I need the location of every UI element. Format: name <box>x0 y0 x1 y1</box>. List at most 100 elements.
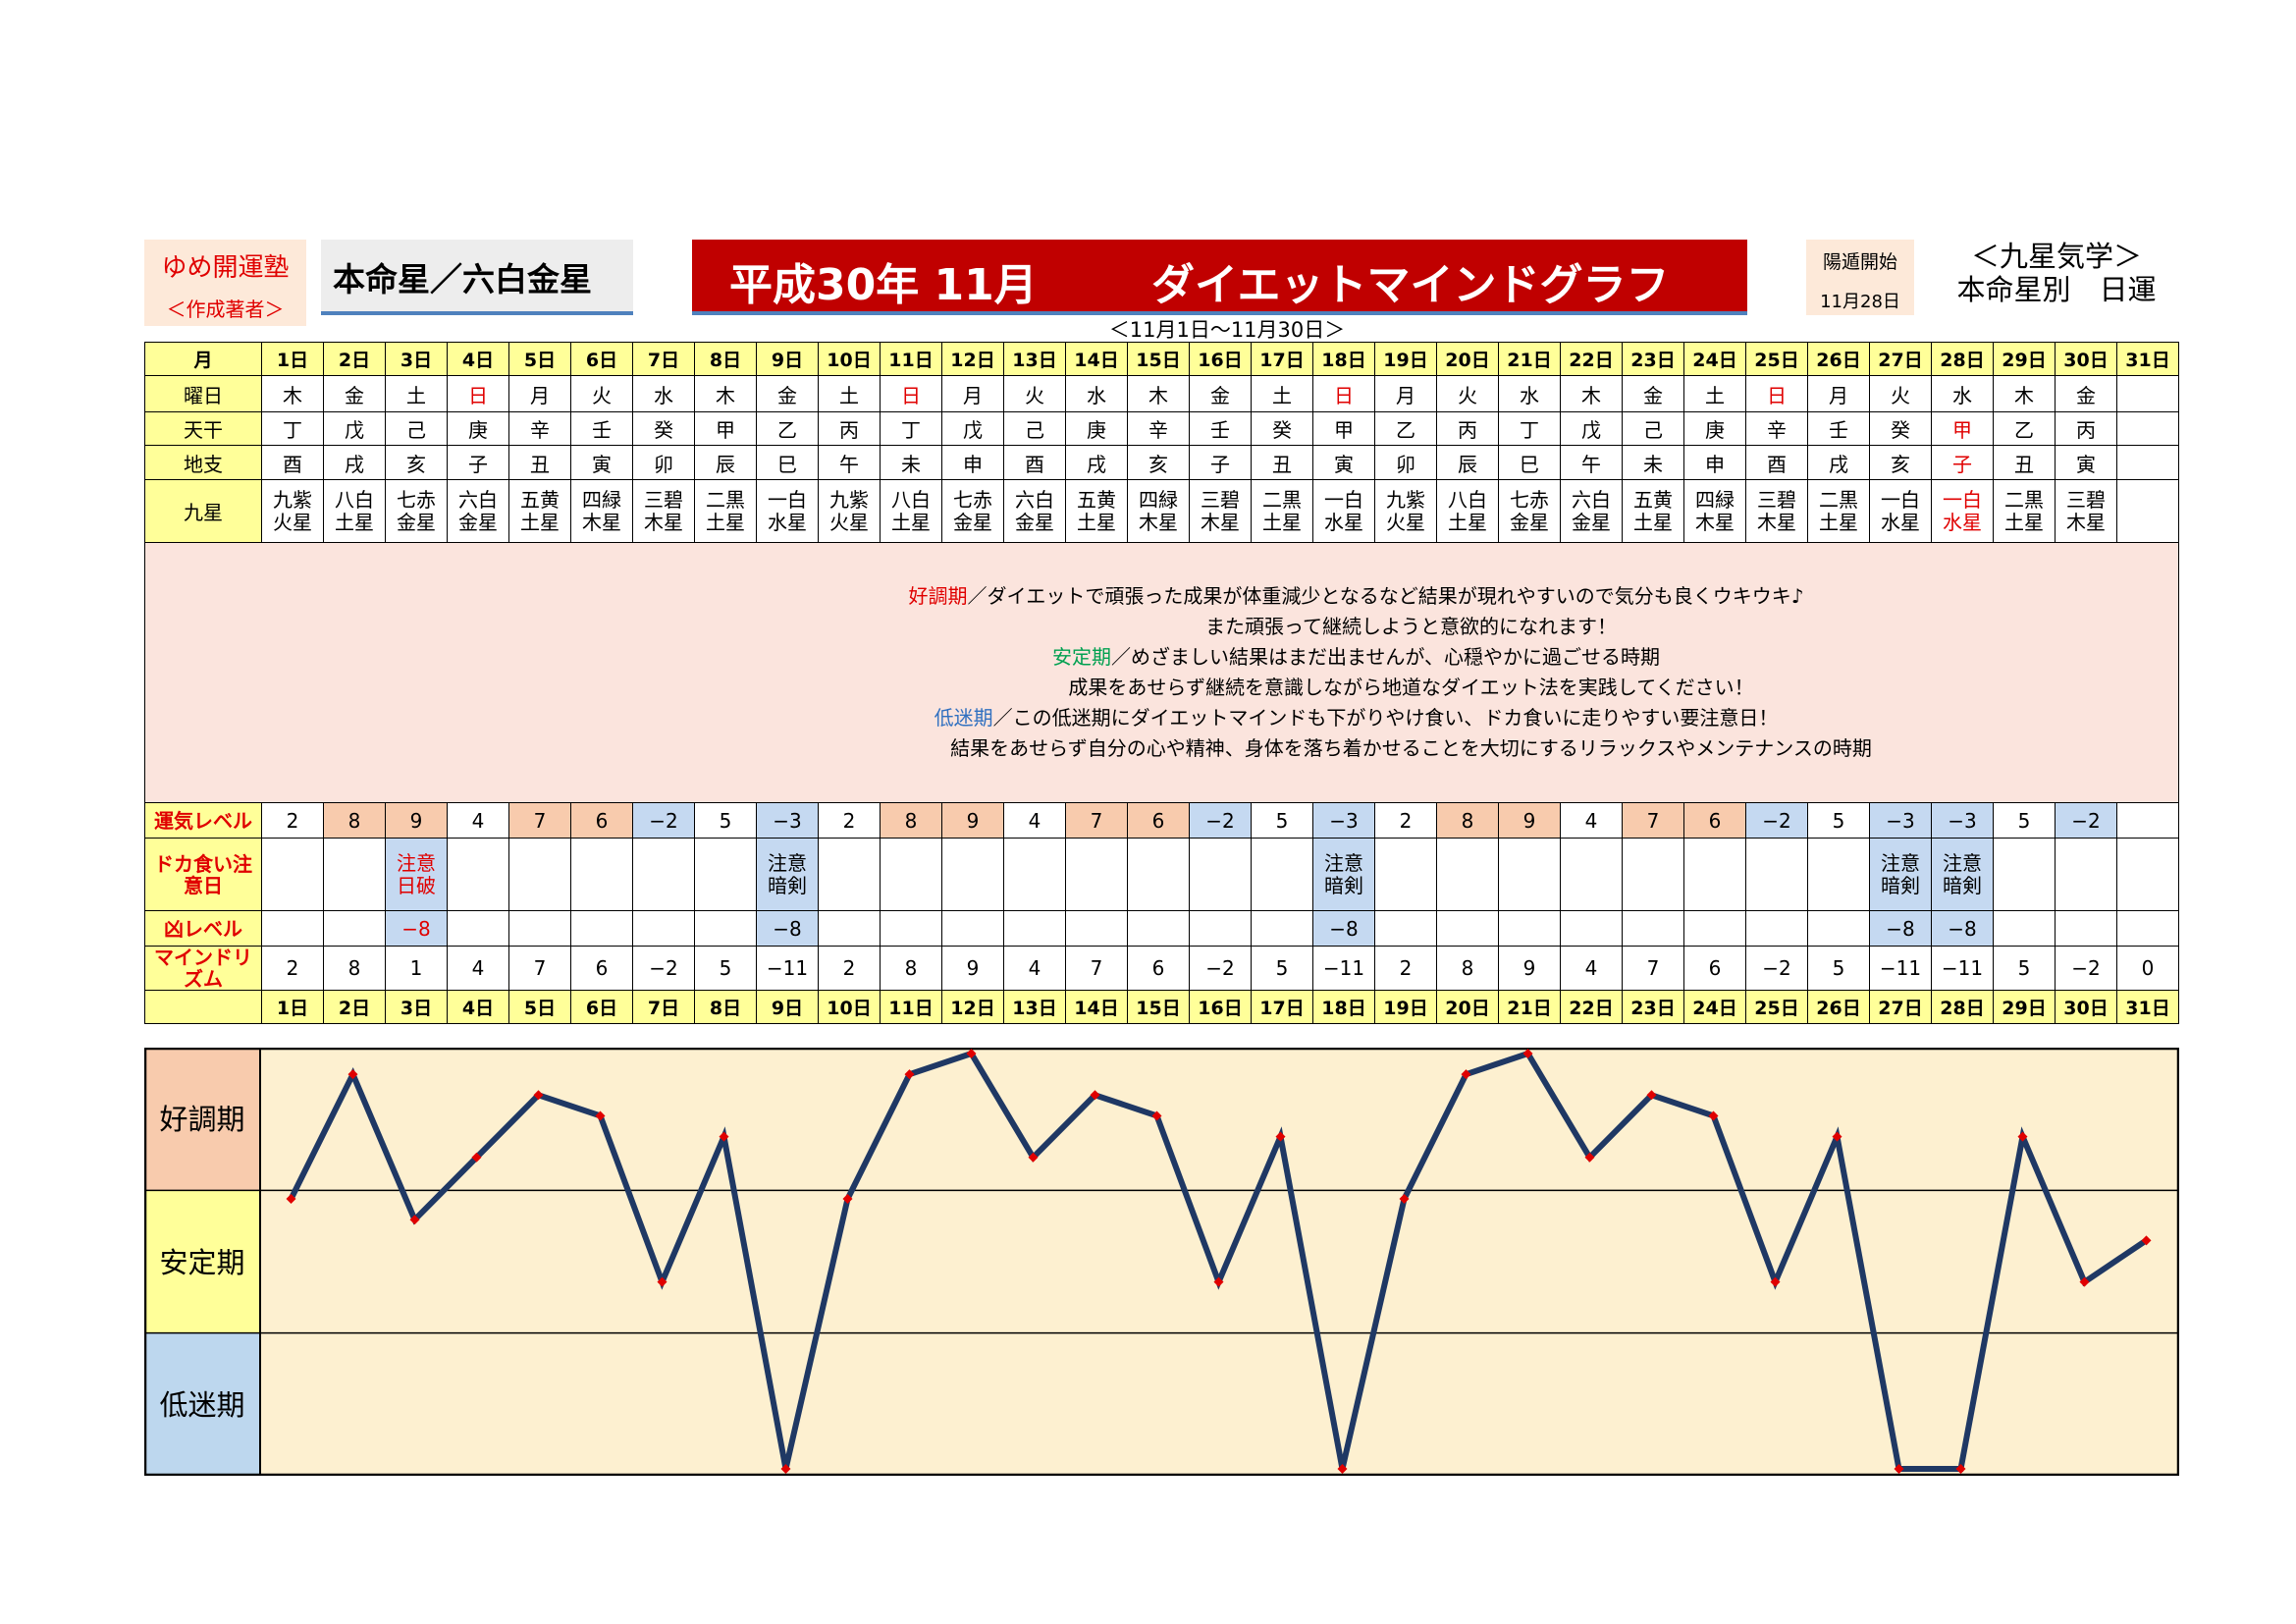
day-footer: 22日 <box>1560 990 1623 1024</box>
weekday-cell: 土 <box>818 375 881 412</box>
doka-cell <box>1498 838 1561 911</box>
kyusei-star: 九紫 <box>273 487 312 512</box>
yoton-box: 陽遁開始 11月28日 <box>1806 240 1914 315</box>
low-period-text-2: 結果をあせらず自分の心や精神、身体を落ち着かせることを大切にするリラックスやメン… <box>950 736 1872 760</box>
kyusei-title: ＜九星気学＞ <box>1970 240 2142 273</box>
kyusei-cell: 六白 金星 <box>447 479 509 543</box>
day-header: 12日 <box>941 342 1004 376</box>
kyusei-cell: 二黒 土星 <box>694 479 757 543</box>
kyusei-element: 水星 <box>1943 510 1982 534</box>
kyusei-cell <box>2116 479 2179 543</box>
data-point <box>842 1194 853 1205</box>
tenkan-cell: 辛 <box>508 411 571 446</box>
kyusei-cell: 八白 土星 <box>1436 479 1499 543</box>
doka-cell <box>1993 838 2056 911</box>
weekday-cell: 水 <box>1498 375 1561 412</box>
day-footer: 18日 <box>1312 990 1375 1024</box>
kyo-level-cell <box>1251 910 1313 947</box>
row-label-doka: ドカ食い注意日 <box>144 838 262 911</box>
luck-level-cell: 5 <box>1807 802 1870 839</box>
kyusei-star: 一白 <box>1324 487 1363 512</box>
luck-level-cell: 5 <box>1993 802 2056 839</box>
day-footer: 26日 <box>1807 990 1870 1024</box>
luck-level-cell: 9 <box>1498 802 1561 839</box>
chishi-cell <box>2116 445 2179 480</box>
day-header: 10日 <box>818 342 881 376</box>
day-header: 17日 <box>1251 342 1313 376</box>
row-label-luck: 運気レベル <box>144 802 262 839</box>
mind-rhythm-cell: 6 <box>1683 946 1746 991</box>
kyo-level-cell: −8 <box>1312 910 1375 947</box>
zone-good-label: 好調期 <box>159 1103 245 1136</box>
tenkan-cell: 癸 <box>1251 411 1313 446</box>
kyo-level-cell <box>508 910 571 947</box>
kyo-level-cell <box>1622 910 1684 947</box>
tenkan-cell: 己 <box>1003 411 1066 446</box>
mind-rhythm-cell: 0 <box>2116 946 2179 991</box>
doka-cell <box>1436 838 1499 911</box>
row-label-weekday: 曜日 <box>144 375 262 412</box>
day-header: 28日 <box>1931 342 1994 376</box>
kyusei-star: 八白 <box>335 487 374 512</box>
chishi-cell: 戌 <box>1065 445 1128 480</box>
kyo-level-cell <box>1560 910 1623 947</box>
tenkan-cell: 己 <box>1622 411 1684 446</box>
weekday-cell: 木 <box>694 375 757 412</box>
luck-level-cell: −3 <box>1931 802 1994 839</box>
description-panel: 好調期／ダイエットで頑張った成果が体重減少となるなど結果が現れやすいので気分も良… <box>144 542 2179 803</box>
data-point <box>1770 1276 1781 1287</box>
kyusei-star: 四緑 <box>1695 487 1735 512</box>
chishi-cell: 子 <box>1189 445 1252 480</box>
kyo-level-cell <box>694 910 757 947</box>
luck-level-cell: 2 <box>818 802 881 839</box>
kyo-level-cell <box>261 910 324 947</box>
kyusei-element: 火星 <box>273 510 312 534</box>
data-point <box>1028 1152 1039 1163</box>
doka-cell <box>261 838 324 911</box>
kyusei-cell: 六白 金星 <box>1560 479 1623 543</box>
luck-level-cell: −2 <box>1745 802 1808 839</box>
day-footer: 19日 <box>1374 990 1437 1024</box>
day-footer: 20日 <box>1436 990 1499 1024</box>
good-period-label: 好調期 <box>908 584 968 608</box>
kyo-level-cell <box>2055 910 2117 947</box>
luck-level-cell: 2 <box>1374 802 1437 839</box>
tenkan-cell: 戊 <box>323 411 386 446</box>
data-point <box>533 1090 544 1101</box>
tenkan-cell: 乙 <box>756 411 819 446</box>
day-header: 8日 <box>694 342 757 376</box>
kyo-level-cell: −8 <box>756 910 819 947</box>
luck-level-cell: 4 <box>447 802 509 839</box>
day-header: 29日 <box>1993 342 2056 376</box>
mind-rhythm-cell: 8 <box>880 946 942 991</box>
mind-rhythm-cell: −11 <box>1931 946 1994 991</box>
mind-rhythm-cell: −11 <box>1312 946 1375 991</box>
row-label-month: 月 <box>144 342 262 376</box>
kyo-level-cell <box>880 910 942 947</box>
low-period-text: ／この低迷期にダイエットマインドも下がりやけ食い、ドカ食いに走りやすい要注意日！ <box>992 706 1779 730</box>
graph-background <box>144 1048 2179 1476</box>
mind-rhythm-cell: 7 <box>508 946 571 991</box>
mind-rhythm-cell: 2 <box>1374 946 1437 991</box>
luck-level-cell: 6 <box>1127 802 1190 839</box>
data-point <box>1708 1110 1719 1121</box>
weekday-cell: 木 <box>261 375 324 412</box>
data-point <box>1646 1090 1657 1101</box>
day-header: 6日 <box>570 342 633 376</box>
day-footer: 28日 <box>1931 990 1994 1024</box>
title-bar: 平成30年 11月 ダイエットマインドグラフ <box>692 240 1747 315</box>
day-footer: 17日 <box>1251 990 1313 1024</box>
chishi-cell: 亥 <box>385 445 448 480</box>
chishi-cell: 丑 <box>1251 445 1313 480</box>
doka-cell <box>2116 838 2179 911</box>
row-label-kyusei: 九星 <box>144 479 262 543</box>
luck-level-cell: 5 <box>1251 802 1313 839</box>
chishi-cell: 亥 <box>1869 445 1932 480</box>
kyusei-cell: 六白 金星 <box>1003 479 1066 543</box>
mind-rhythm-cell: 6 <box>1127 946 1190 991</box>
weekday-cell: 金 <box>1622 375 1684 412</box>
day-footer: 10日 <box>818 990 881 1024</box>
weekday-cell: 月 <box>508 375 571 412</box>
kyusei-cell: 二黒 土星 <box>1807 479 1870 543</box>
day-header: 11日 <box>880 342 942 376</box>
